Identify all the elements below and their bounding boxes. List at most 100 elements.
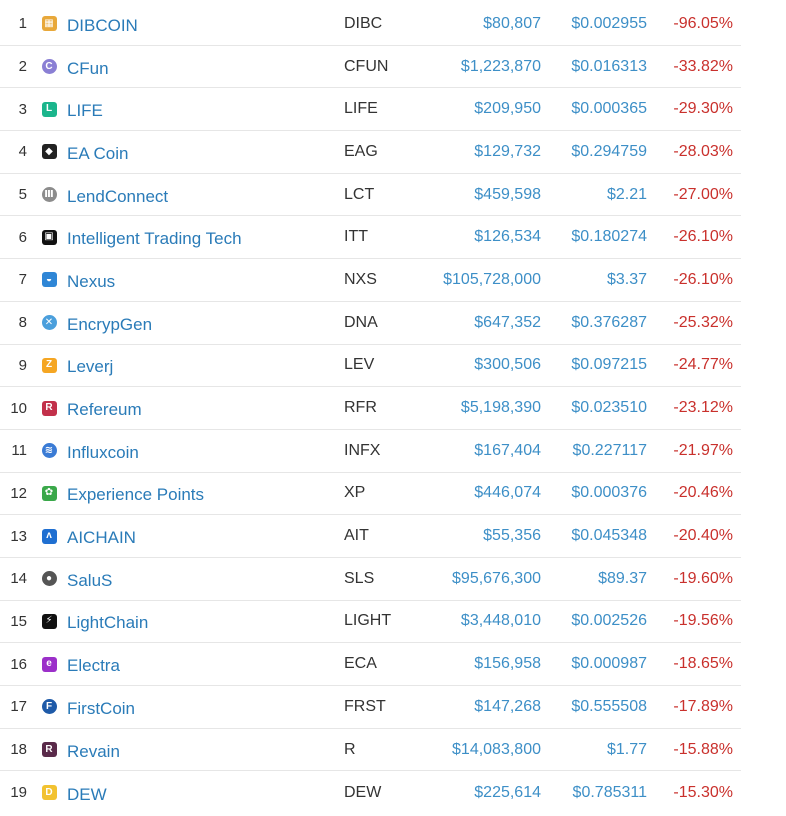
table-row[interactable]: 7 ◒ Nexus NXS $105,728,000 $3.37 -26.10% — [0, 259, 741, 302]
table-row[interactable]: 13 ʌ AICHAIN AIT $55,356 $0.045348 -20.40% — [0, 515, 741, 558]
coin-name-link[interactable]: Refereum — [67, 400, 142, 420]
price-link[interactable]: $0.023510 — [571, 399, 647, 417]
price-link[interactable]: $0.555508 — [571, 697, 647, 715]
market-cap-link[interactable]: $209,950 — [474, 100, 541, 118]
price-link[interactable]: $1.77 — [606, 740, 647, 758]
coin-logo: ʌ — [41, 515, 57, 557]
coin-logo: ▣ — [41, 216, 57, 258]
coin-logo: L — [41, 88, 57, 130]
table-row[interactable]: 10 R Refereum RFR $5,198,390 $0.023510 -23.12% — [0, 387, 741, 430]
coin-name-link[interactable]: LightChain — [67, 613, 149, 633]
coin-name-link[interactable]: Influxcoin — [67, 442, 139, 462]
table-row[interactable]: 12 ✿ Experience Points XP $446,074 $0.000376 -… — [0, 473, 741, 516]
coin-name-link[interactable]: LIFE — [67, 101, 103, 121]
table-row[interactable]: 19 D DEW DEW $225,614 $0.785311 -15.30% — [0, 771, 741, 814]
price-link[interactable]: $0.000365 — [571, 100, 647, 118]
table-row[interactable]: 16 e Electra ECA $156,958 $0.000987 -18.65% — [0, 643, 741, 686]
coin-name-link[interactable]: DEW — [67, 784, 107, 804]
price-link[interactable]: $89.37 — [598, 569, 647, 587]
price-link[interactable]: $0.000987 — [571, 655, 647, 673]
price-link[interactable]: $0.002955 — [571, 14, 647, 32]
coin-name-link[interactable]: FirstCoin — [67, 698, 136, 718]
coin-name-link[interactable]: CFun — [67, 58, 109, 78]
table-row[interactable]: 2 C CFun CFUN $1,223,870 $0.016313 -33.82% — [0, 46, 741, 89]
market-cap-link[interactable]: $147,268 — [474, 697, 541, 715]
percent-change-cell: -19.56% — [673, 612, 733, 630]
symbol-cell: XP — [344, 484, 366, 502]
table-row[interactable]: 9 Z Leverj LEV $300,506 $0.097215 -24.77% — [0, 345, 741, 388]
price-link[interactable]: $3.37 — [606, 270, 647, 288]
symbol-cell: DEW — [344, 783, 382, 801]
price-link[interactable]: $0.294759 — [571, 142, 647, 160]
price-link[interactable]: $0.045348 — [571, 527, 647, 545]
coin-name-link[interactable]: Electra — [67, 656, 120, 676]
price-link[interactable]: $2.21 — [606, 185, 647, 203]
coin-name-link[interactable]: EA Coin — [67, 143, 129, 163]
coin-name-link[interactable]: DIBCOIN — [67, 15, 138, 35]
coin-logo: R — [41, 729, 57, 771]
electra-logo-icon: e — [41, 656, 57, 672]
table-row[interactable]: 11 ≋ Influxcoin INFX $167,404 $0.227117 -21.97… — [0, 430, 741, 473]
coin-logo: ✿ — [41, 473, 57, 515]
coin-name-link[interactable]: Experience Points — [67, 485, 205, 505]
coin-name-link[interactable]: LendConnect — [67, 186, 169, 206]
table-row[interactable]: 15 ⚡ LightChain LIGHT $3,448,010 $0.002526 -19… — [0, 601, 741, 644]
market-cap-link[interactable]: $5,198,390 — [460, 399, 541, 417]
table-row[interactable]: 17 F FirstCoin FRST $147,268 $0.555508 -17.89% — [0, 686, 741, 729]
coin-logo: ≋ — [41, 430, 57, 472]
table-row[interactable]: 3 L LIFE LIFE $209,950 $0.000365 -29.30% — [0, 88, 741, 132]
coin-name-link[interactable]: AICHAIN — [67, 528, 136, 548]
rank-cell: 13 — [10, 527, 27, 545]
market-cap-link[interactable]: $459,598 — [474, 185, 541, 203]
price-link[interactable]: $0.002526 — [571, 612, 647, 630]
market-cap-link[interactable]: $167,404 — [474, 441, 541, 459]
market-cap-link[interactable]: $3,448,010 — [460, 612, 541, 630]
symbol-cell: SLS — [344, 569, 375, 587]
coin-name-link[interactable]: Intelligent Trading Tech — [67, 229, 242, 249]
price-link[interactable]: $0.000376 — [571, 484, 647, 502]
market-cap-link[interactable]: $1,223,870 — [460, 57, 541, 75]
market-cap-link[interactable]: $156,958 — [474, 655, 541, 673]
market-cap-link[interactable]: $80,807 — [483, 14, 541, 32]
market-cap-link[interactable]: $14,083,800 — [452, 740, 541, 758]
table-row[interactable]: 8 ✕ EncrypGen DNA $647,352 $0.376287 -25.32% — [0, 302, 741, 345]
rank-cell: 3 — [18, 100, 27, 118]
coin-logo: ◆ — [41, 131, 57, 173]
price-link[interactable]: $0.180274 — [571, 228, 647, 246]
price-link[interactable]: $0.785311 — [572, 783, 647, 801]
market-cap-link[interactable]: $126,534 — [474, 228, 541, 246]
market-cap-link[interactable]: $55,356 — [483, 527, 541, 545]
coin-name-link[interactable]: Leverj — [67, 357, 114, 377]
table-row[interactable]: 5 Ⅲ LendConnect LCT $459,598 $2.21 -27.00% — [0, 174, 741, 217]
table-row[interactable]: 18 R Revain R $14,083,800 $1.77 -15.88% — [0, 729, 741, 772]
rank-cell: 5 — [18, 186, 27, 204]
coin-name-link[interactable]: EncrypGen — [67, 314, 153, 334]
coin-name-link[interactable]: Nexus — [67, 271, 116, 291]
price-link[interactable]: $0.097215 — [571, 356, 647, 374]
coin-name-link[interactable]: Revain — [67, 741, 120, 761]
percent-change-cell: -18.65% — [673, 655, 733, 673]
table-row[interactable]: 4 ◆ EA Coin EAG $129,732 $0.294759 -28.03% — [0, 131, 741, 174]
market-cap-link[interactable]: $446,074 — [474, 484, 541, 502]
table-row[interactable]: 1 ▦ DIBCOIN DIBC $80,807 $0.002955 -96.05% — [0, 3, 741, 46]
price-link[interactable]: $0.376287 — [571, 313, 647, 331]
market-cap-link[interactable]: $129,732 — [474, 142, 541, 160]
market-cap-link[interactable]: $105,728,000 — [443, 270, 541, 288]
percent-change-cell: -15.88% — [673, 740, 733, 758]
ea-coin-logo-icon: ◆ — [41, 144, 57, 160]
coin-name-link[interactable]: SaluS — [67, 570, 113, 590]
refereum-logo-icon: R — [41, 400, 57, 416]
rank-cell: 10 — [10, 399, 27, 417]
price-link[interactable]: $0.016313 — [571, 57, 647, 75]
market-cap-link[interactable]: $225,614 — [474, 783, 541, 801]
table-row[interactable]: 14 ● SaluS SLS $95,676,300 $89.37 -19.60% — [0, 558, 741, 601]
rank-cell: 2 — [18, 58, 27, 76]
symbol-cell: LEV — [344, 356, 375, 374]
experience-points-logo-icon: ✿ — [41, 485, 57, 501]
market-cap-link[interactable]: $300,506 — [474, 356, 541, 374]
symbol-cell: LIFE — [344, 100, 378, 118]
price-link[interactable]: $0.227117 — [572, 441, 647, 459]
market-cap-link[interactable]: $95,676,300 — [452, 569, 541, 587]
market-cap-link[interactable]: $647,352 — [474, 313, 541, 331]
table-row[interactable]: 6 ▣ Intelligent Trading Tech ITT $126,534 $0.… — [0, 216, 741, 260]
